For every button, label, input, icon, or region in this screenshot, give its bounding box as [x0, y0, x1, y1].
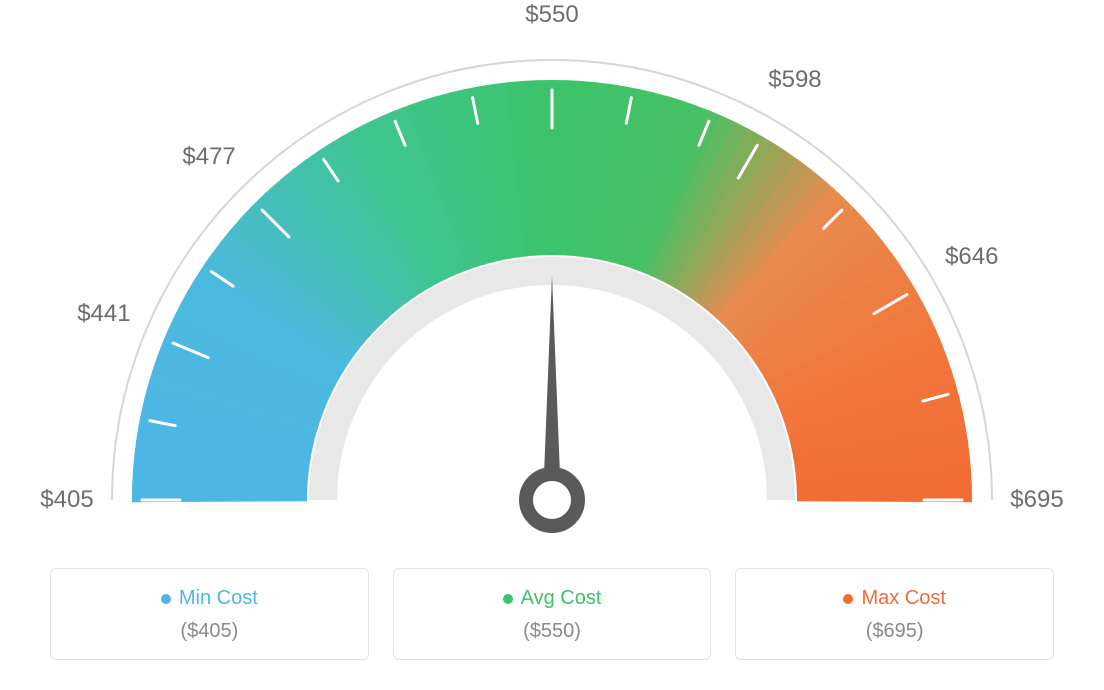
gauge-tick-label: $598: [768, 66, 821, 94]
legend-max-value: ($695): [746, 620, 1043, 643]
legend-max-card: Max Cost ($695): [735, 568, 1054, 660]
gauge-tick-label: $477: [182, 143, 235, 171]
legend-avg-label: Avg Cost: [521, 587, 602, 610]
gauge-needle: [544, 275, 560, 475]
legend-row: Min Cost ($405) Avg Cost ($550) Max Cost…: [50, 568, 1054, 660]
legend-min-label: Min Cost: [179, 587, 258, 610]
legend-max-title: Max Cost: [843, 587, 945, 610]
gauge-needle-hub-inner: [538, 486, 566, 514]
legend-max-label: Max Cost: [861, 587, 945, 610]
dot-icon: [161, 594, 171, 604]
legend-avg-title: Avg Cost: [503, 587, 602, 610]
legend-min-title: Min Cost: [161, 587, 258, 610]
cost-gauge-widget: $405 $441 $477 $550 $598 $646 $695 Min Cost ($…: [0, 0, 1104, 690]
dot-icon: [843, 594, 853, 604]
gauge-tick-label: $405: [40, 486, 93, 514]
legend-min-card: Min Cost ($405): [50, 568, 369, 660]
legend-min-value: ($405): [61, 620, 358, 643]
gauge-area: $405 $441 $477 $550 $598 $646 $695: [0, 0, 1104, 560]
legend-avg-card: Avg Cost ($550): [393, 568, 712, 660]
gauge-tick-label: $441: [77, 300, 130, 328]
gauge-tick-label: $550: [525, 1, 578, 29]
legend-avg-value: ($550): [404, 620, 701, 643]
dot-icon: [503, 594, 513, 604]
gauge-tick-label: $646: [945, 243, 998, 271]
gauge-svg: [0, 0, 1104, 560]
gauge-tick-label: $695: [1010, 486, 1063, 514]
